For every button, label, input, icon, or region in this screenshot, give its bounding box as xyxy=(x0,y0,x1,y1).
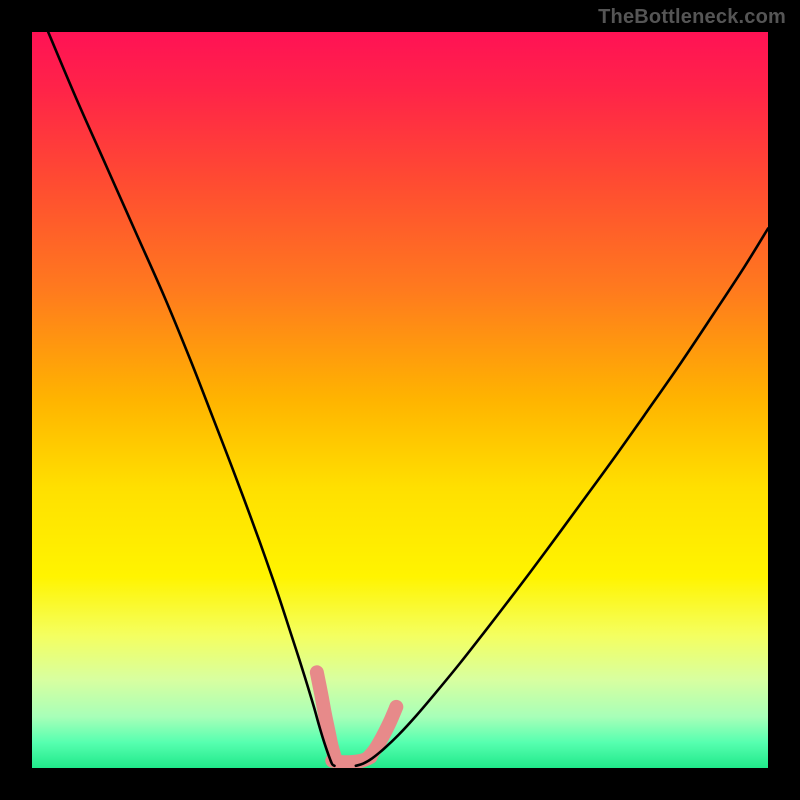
watermark-text: TheBottleneck.com xyxy=(598,6,786,29)
curve-left xyxy=(48,32,334,766)
curves-layer xyxy=(32,32,768,768)
plot-area xyxy=(32,32,768,768)
chart-frame: TheBottleneck.com xyxy=(0,0,800,800)
curve-right xyxy=(356,229,768,766)
